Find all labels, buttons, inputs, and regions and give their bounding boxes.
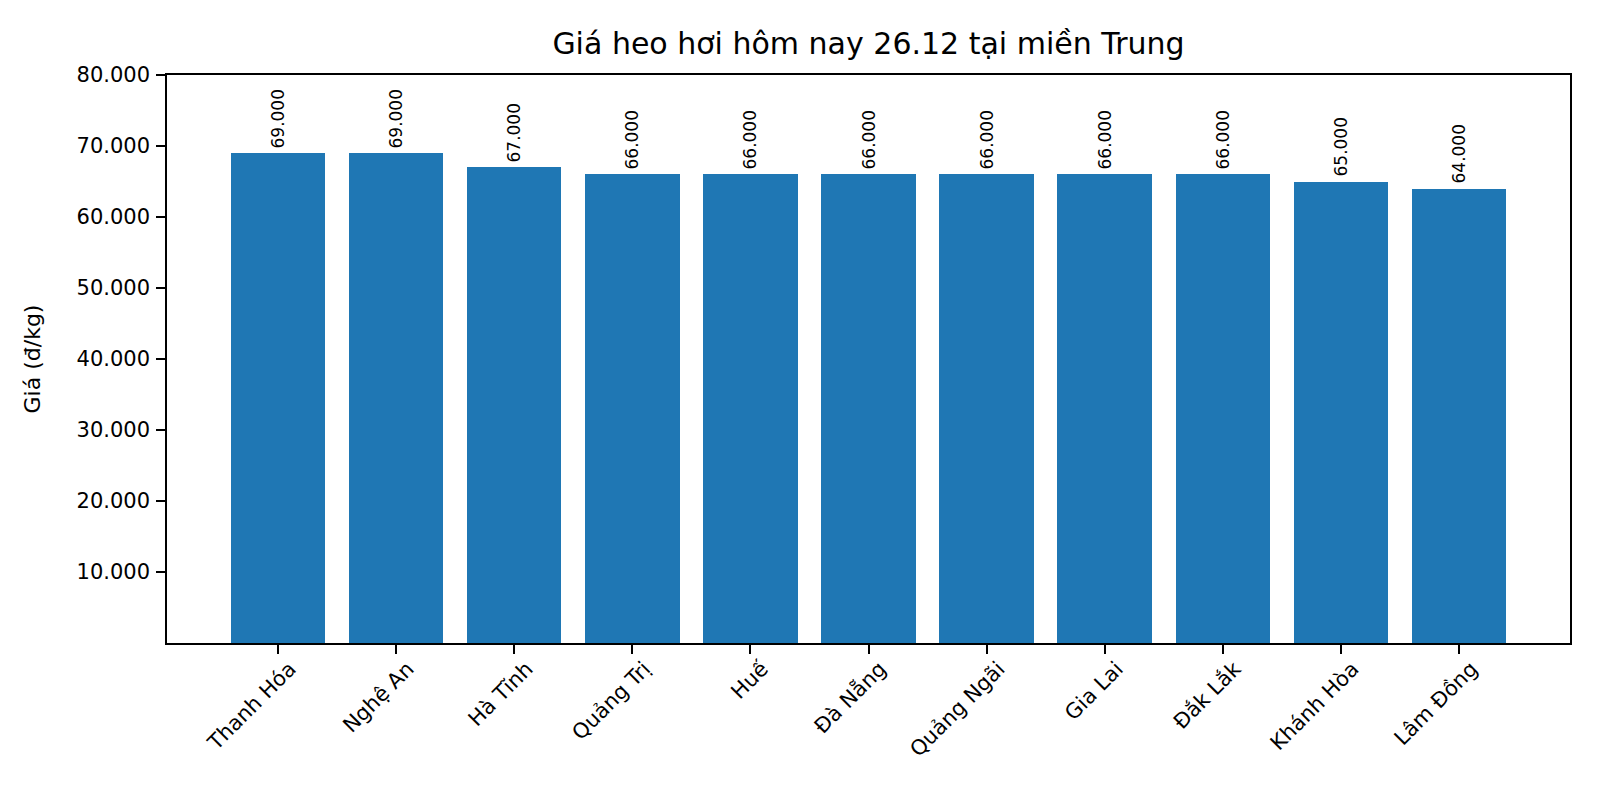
bar-value-label: 66.000 — [1214, 110, 1232, 169]
bar-value-label: 66.000 — [623, 110, 641, 169]
x-tick-mark — [631, 645, 633, 654]
y-tick-label: 70.000 — [0, 132, 150, 160]
x-tick-label: Nghệ An — [339, 657, 419, 737]
x-tick-mark — [868, 645, 870, 654]
y-tick-label: 40.000 — [0, 345, 150, 373]
x-tick-mark — [1222, 645, 1224, 654]
x-tick-label: Gia Lai — [1060, 657, 1128, 725]
y-tick-label: 80.000 — [0, 61, 150, 89]
bar-value-label: 69.000 — [269, 89, 287, 148]
bar-value-label: 65.000 — [1332, 117, 1350, 176]
bar-chart-figure: Giá heo hơi hôm nay 26.12 tại miền Trung… — [0, 0, 1600, 800]
bar-value-label: 66.000 — [978, 110, 996, 169]
y-tick-label: 50.000 — [0, 274, 150, 302]
y-tick-label: 60.000 — [0, 203, 150, 231]
chart-title: Giá heo hơi hôm nay 26.12 tại miền Trung — [165, 26, 1572, 62]
y-tick-mark — [156, 358, 165, 360]
x-tick-mark — [986, 645, 988, 654]
x-tick-label: Quảng Ngãi — [905, 657, 1009, 761]
x-tick-label: Khánh Hòa — [1266, 657, 1364, 755]
x-tick-mark — [277, 645, 279, 654]
y-tick-mark — [156, 216, 165, 218]
x-tick-mark — [395, 645, 397, 654]
bar-value-label: 64.000 — [1450, 124, 1468, 183]
y-tick-mark — [156, 571, 165, 573]
plot-area: 69.000 69.000 67.000 66.000 66.000 66.000 66.0… — [165, 73, 1572, 645]
x-tick-label: Đắk Lắk — [1169, 657, 1246, 734]
x-tick-mark — [1340, 645, 1342, 654]
x-tick-label: Hà Tĩnh — [463, 657, 537, 731]
bar-value-labels-layer: 69.000 69.000 67.000 66.000 66.000 66.000 66.0… — [167, 75, 1570, 643]
x-tick-mark — [1104, 645, 1106, 654]
x-tick-label: Quảng Trị — [567, 657, 655, 745]
y-tick-label: 10.000 — [0, 558, 150, 586]
y-tick-mark — [156, 429, 165, 431]
bar-value-label: 66.000 — [860, 110, 878, 169]
y-tick-mark — [156, 145, 165, 147]
y-tick-label: 20.000 — [0, 487, 150, 515]
y-tick-mark — [156, 287, 165, 289]
x-tick-mark — [513, 645, 515, 654]
bar-value-label: 66.000 — [741, 110, 759, 169]
bar-value-label: 67.000 — [505, 103, 523, 162]
x-tick-label: Đà Nẵng — [810, 657, 891, 738]
bar-value-label: 66.000 — [1096, 110, 1114, 169]
x-tick-mark — [1458, 645, 1460, 654]
bar-value-label: 69.000 — [387, 89, 405, 148]
y-tick-mark — [156, 500, 165, 502]
x-tick-label: Lâm Đồng — [1389, 657, 1482, 750]
x-tick-label: Huế — [727, 657, 774, 704]
y-tick-label: 30.000 — [0, 416, 150, 444]
y-tick-mark — [156, 74, 165, 76]
x-tick-label: Thanh Hóa — [204, 657, 301, 754]
x-tick-mark — [749, 645, 751, 654]
